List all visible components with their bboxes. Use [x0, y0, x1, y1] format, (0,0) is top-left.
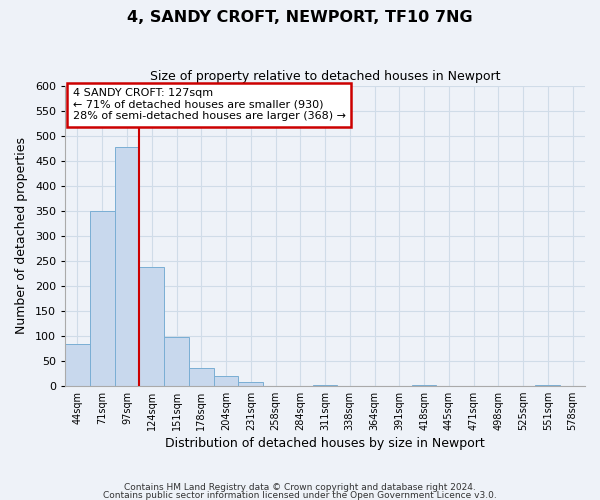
Bar	[214, 376, 238, 386]
Bar	[115, 146, 139, 386]
Bar	[65, 344, 90, 386]
Text: 4 SANDY CROFT: 127sqm
← 71% of detached houses are smaller (930)
28% of semi-det: 4 SANDY CROFT: 127sqm ← 71% of detached …	[73, 88, 346, 122]
Text: Contains HM Land Registry data © Crown copyright and database right 2024.: Contains HM Land Registry data © Crown c…	[124, 484, 476, 492]
Bar	[189, 368, 214, 386]
Y-axis label: Number of detached properties: Number of detached properties	[15, 137, 28, 334]
Bar	[139, 267, 164, 386]
Text: 4, SANDY CROFT, NEWPORT, TF10 7NG: 4, SANDY CROFT, NEWPORT, TF10 7NG	[127, 10, 473, 25]
Text: Contains public sector information licensed under the Open Government Licence v3: Contains public sector information licen…	[103, 490, 497, 500]
Bar	[535, 385, 560, 386]
Bar	[313, 384, 337, 386]
Title: Size of property relative to detached houses in Newport: Size of property relative to detached ho…	[150, 70, 500, 83]
Bar	[238, 382, 263, 386]
X-axis label: Distribution of detached houses by size in Newport: Distribution of detached houses by size …	[165, 437, 485, 450]
Bar	[412, 385, 436, 386]
Bar	[164, 337, 189, 386]
Bar	[90, 210, 115, 386]
